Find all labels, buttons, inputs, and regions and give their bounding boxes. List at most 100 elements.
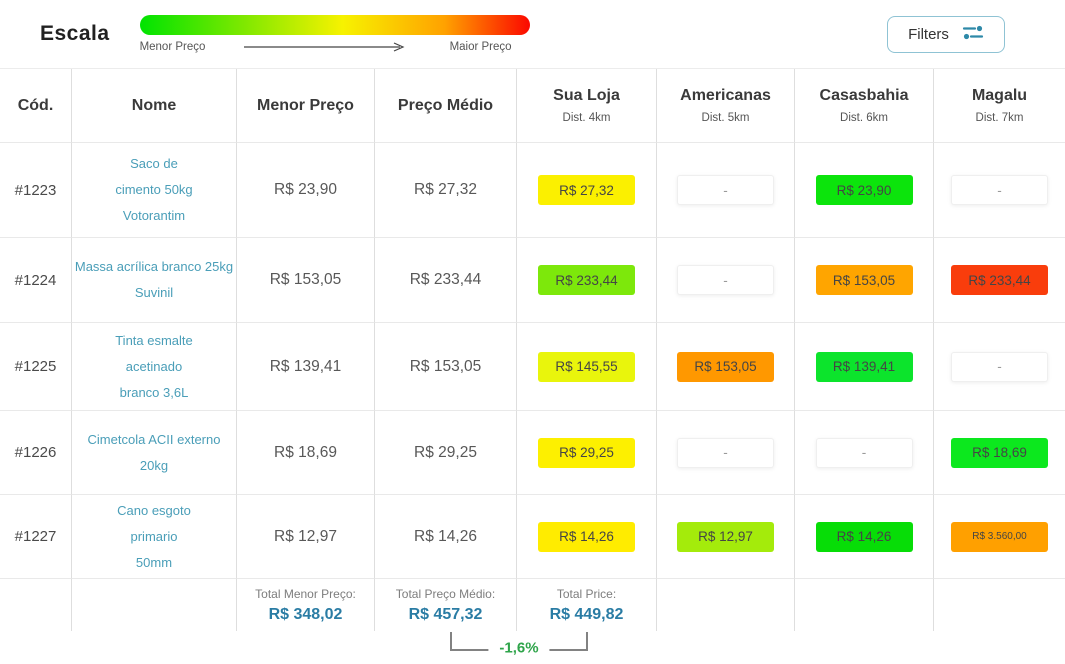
column-header-label: Casasbahia xyxy=(819,87,909,104)
table-row-menor: R$ 153,05 xyxy=(237,238,375,323)
column-header-label: Menor Preço xyxy=(257,96,354,114)
price-badge[interactable]: R$ 29,25 xyxy=(538,437,635,468)
store-price-cell: R$ 18,69 xyxy=(934,411,1065,495)
column-header-label: Cód. xyxy=(17,96,54,114)
column-header-label: Nome xyxy=(131,96,177,114)
table-row-menor: R$ 139,41 xyxy=(237,323,375,411)
store-price-cell: R$ 29,25 xyxy=(517,411,657,495)
lowest-price: R$ 18,69 xyxy=(274,443,337,461)
column-header-menor-preco: Menor Preço xyxy=(237,69,375,143)
delta-percentage: -1,6% xyxy=(488,639,550,657)
store-price-cell: R$ 12,97 xyxy=(657,495,795,579)
price-badge[interactable]: R$ 14,26 xyxy=(815,521,913,552)
store-price-cell: R$ 233,44 xyxy=(517,238,657,323)
footer-total-price: Total Price: R$ 449,82 xyxy=(517,579,657,631)
store-price-cell: R$ 233,44 xyxy=(934,238,1065,323)
price-badge[interactable]: R$ 153,05 xyxy=(677,351,774,382)
store-price-cell: R$ 23,90 xyxy=(795,143,934,238)
average-price: R$ 27,32 xyxy=(414,181,477,198)
store-price-cell: R$ 153,05 xyxy=(657,323,795,411)
price-badge[interactable]: R$ 233,44 xyxy=(951,265,1048,295)
table-row-medio: R$ 29,25 xyxy=(375,411,517,495)
filters-button-label: Filters xyxy=(908,25,949,43)
store-price-cell: R$ 14,26 xyxy=(795,495,934,579)
product-name: Cano esgoto primario 50mm xyxy=(117,502,191,570)
table-row-name: Cano esgoto primario 50mm xyxy=(72,495,237,579)
lowest-price: R$ 12,97 xyxy=(274,527,337,545)
store-price-cell: - xyxy=(795,411,934,495)
column-header-americanas: Americanas Dist. 5km xyxy=(657,69,795,143)
total-label: Total Menor Preço: xyxy=(255,586,356,601)
price-badge-empty[interactable]: - xyxy=(951,175,1048,205)
table-row-code: #1227 xyxy=(0,495,72,579)
product-name: Tinta esmalte acetinado branco 3,6L xyxy=(115,332,193,400)
filters-button[interactable]: Filters xyxy=(887,15,1005,53)
scale-min-label: Menor Preço xyxy=(139,41,206,53)
total-value: R$ 348,02 xyxy=(268,605,343,623)
column-header-sua-loja: Sua Loja Dist. 4km xyxy=(517,69,657,143)
table-row-medio: R$ 14,26 xyxy=(375,495,517,579)
table-row-code: #1224 xyxy=(0,238,72,323)
product-code: #1226 xyxy=(14,444,57,461)
store-price-cell: - xyxy=(657,238,795,323)
average-price: R$ 233,44 xyxy=(409,271,482,288)
price-comparison-table: Cód. Nome Menor Preço Preço Médio Sua Lo… xyxy=(0,68,1065,631)
gradient-scale-bar xyxy=(139,15,530,35)
store-price-cell: R$ 145,55 xyxy=(517,323,657,411)
footer-total-menor: Total Menor Preço: R$ 348,02 xyxy=(237,579,375,631)
footer-empty-cell xyxy=(657,579,795,631)
price-badge-empty[interactable]: - xyxy=(677,265,774,295)
top-bar: Escala Menor Preço Maior Preço Filters xyxy=(0,0,1065,68)
footer-empty-cell xyxy=(795,579,934,631)
price-badge[interactable]: R$ 23,90 xyxy=(815,175,913,205)
right-arrow-icon xyxy=(213,42,441,52)
lowest-price: R$ 139,41 xyxy=(269,357,342,375)
product-code: #1227 xyxy=(14,528,57,545)
price-badge[interactable]: R$ 27,32 xyxy=(538,175,635,205)
store-price-cell: - xyxy=(934,143,1065,238)
column-header-code: Cód. xyxy=(0,69,72,143)
table-row-name: Tinta esmalte acetinado branco 3,6L xyxy=(72,323,237,411)
total-value: R$ 457,32 xyxy=(408,605,483,623)
footer-total-medio: Total Preço Médio: R$ 457,32 xyxy=(375,579,517,631)
price-badge-empty[interactable]: - xyxy=(677,175,774,205)
price-badge[interactable]: R$ 145,55 xyxy=(538,351,635,382)
page-title: Escala xyxy=(40,22,110,45)
store-price-cell: R$ 14,26 xyxy=(517,495,657,579)
total-value: R$ 449,82 xyxy=(549,605,624,623)
price-scale-legend: Menor Preço Maior Preço xyxy=(139,15,530,53)
price-badge[interactable]: R$ 139,41 xyxy=(815,351,913,382)
footer-empty-cell xyxy=(0,579,72,631)
table-row-name: Massa acrílica branco 25kg Suvinil xyxy=(72,238,237,323)
price-badge[interactable]: R$ 153,05 xyxy=(815,265,913,295)
price-badge[interactable]: R$ 18,69 xyxy=(951,437,1048,468)
column-header-label: Preço Médio xyxy=(397,96,494,114)
store-price-cell: R$ 27,32 xyxy=(517,143,657,238)
price-badge-empty[interactable]: - xyxy=(815,437,913,468)
table-row-menor: R$ 18,69 xyxy=(237,411,375,495)
column-header-distance: Dist. 7km xyxy=(975,112,1024,124)
scale-max-label: Maior Preço xyxy=(449,41,512,53)
table-row-menor: R$ 23,90 xyxy=(237,143,375,238)
price-badge[interactable]: R$ 3.560,00 xyxy=(951,521,1048,552)
table-row-menor: R$ 12,97 xyxy=(237,495,375,579)
price-badge-empty[interactable]: - xyxy=(951,351,1048,382)
footer-empty-cell xyxy=(934,579,1065,631)
table-row-name: Saco de cimento 50kg Votorantim xyxy=(72,143,237,238)
store-price-cell: R$ 139,41 xyxy=(795,323,934,411)
column-header-distance: Dist. 4km xyxy=(562,112,611,124)
column-header-magalu: Magalu Dist. 7km xyxy=(934,69,1065,143)
table-row-medio: R$ 153,05 xyxy=(375,323,517,411)
average-price: R$ 29,25 xyxy=(414,443,477,461)
price-badge[interactable]: R$ 12,97 xyxy=(677,521,774,552)
footer-empty-cell xyxy=(72,579,237,631)
average-price: R$ 153,05 xyxy=(409,357,482,375)
column-header-preco-medio: Preço Médio xyxy=(375,69,517,143)
price-badge[interactable]: R$ 14,26 xyxy=(538,521,635,552)
price-badge[interactable]: R$ 233,44 xyxy=(538,265,635,295)
total-label: Total Preço Médio: xyxy=(395,586,496,601)
table-row-name: Cimetcola ACII externo 20kg xyxy=(72,411,237,495)
price-badge-empty[interactable]: - xyxy=(677,437,774,468)
table-row-code: #1223 xyxy=(0,143,72,238)
